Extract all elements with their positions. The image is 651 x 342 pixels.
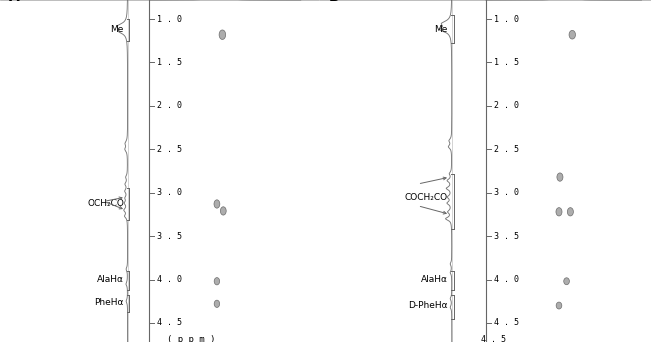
Text: 1 . 0: 1 . 0 bbox=[157, 15, 182, 24]
Text: PheHα: PheHα bbox=[94, 299, 124, 307]
Text: AlaHα: AlaHα bbox=[421, 275, 448, 284]
Text: D-PheHα: D-PheHα bbox=[408, 301, 448, 310]
Text: 3 . 5: 3 . 5 bbox=[157, 232, 182, 241]
Text: 1 . 5: 1 . 5 bbox=[157, 58, 182, 67]
Text: 1 . 0: 1 . 0 bbox=[493, 15, 519, 24]
Ellipse shape bbox=[557, 173, 563, 181]
Ellipse shape bbox=[221, 207, 226, 215]
Text: AlaHα: AlaHα bbox=[97, 275, 124, 284]
Text: B: B bbox=[329, 0, 339, 4]
Text: OCH₂CO: OCH₂CO bbox=[87, 199, 124, 208]
Text: Me: Me bbox=[435, 25, 448, 34]
Ellipse shape bbox=[219, 30, 226, 39]
Ellipse shape bbox=[214, 278, 219, 285]
Text: COCH₂CO: COCH₂CO bbox=[405, 193, 448, 201]
Ellipse shape bbox=[556, 302, 562, 309]
Text: 2 . 0: 2 . 0 bbox=[493, 101, 519, 110]
Ellipse shape bbox=[214, 300, 219, 307]
Text: 3 . 0: 3 . 0 bbox=[157, 188, 182, 197]
Text: 3 . 5: 3 . 5 bbox=[493, 232, 519, 241]
Text: 4 . 0: 4 . 0 bbox=[493, 275, 519, 284]
Text: 1 . 5: 1 . 5 bbox=[493, 58, 519, 67]
Text: 2 . 5: 2 . 5 bbox=[493, 145, 519, 154]
Text: 2 . 5: 2 . 5 bbox=[157, 145, 182, 154]
Text: Me: Me bbox=[111, 25, 124, 34]
Text: 4 . 0: 4 . 0 bbox=[157, 275, 182, 284]
Text: 2 . 0: 2 . 0 bbox=[157, 101, 182, 110]
Ellipse shape bbox=[214, 200, 220, 208]
Ellipse shape bbox=[564, 278, 570, 285]
Ellipse shape bbox=[556, 208, 562, 216]
Text: 4 . 5: 4 . 5 bbox=[481, 335, 506, 342]
Ellipse shape bbox=[567, 208, 574, 216]
Text: ( p p m ): ( p p m ) bbox=[167, 335, 215, 342]
Text: A: A bbox=[9, 0, 20, 4]
Text: 4 . 5: 4 . 5 bbox=[157, 318, 182, 327]
Text: 3 . 0: 3 . 0 bbox=[493, 188, 519, 197]
Text: 4 . 5: 4 . 5 bbox=[493, 318, 519, 327]
Ellipse shape bbox=[569, 30, 575, 39]
